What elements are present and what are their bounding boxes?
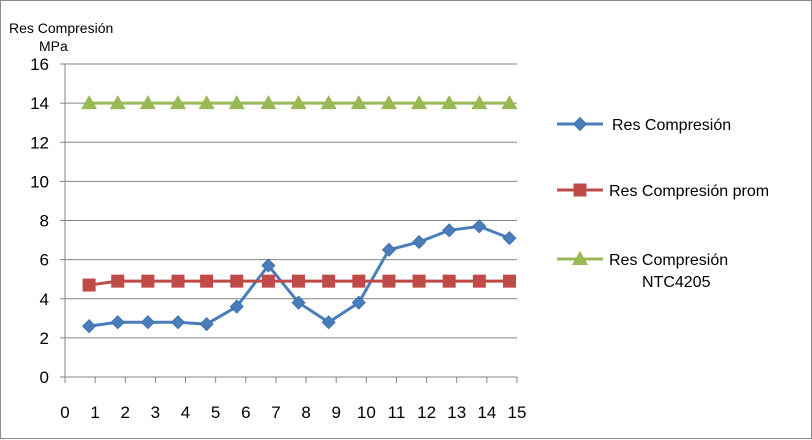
legend-item-0: Res Compresión	[557, 116, 731, 134]
x-tick-label: 12	[417, 403, 436, 422]
y-tick-label: 4	[40, 290, 49, 309]
data-point	[472, 274, 486, 288]
y-tick-label: 16	[30, 55, 49, 74]
data-point	[110, 315, 125, 330]
data-point	[82, 319, 97, 334]
data-point	[260, 95, 277, 110]
data-point	[290, 95, 307, 110]
data-point	[321, 315, 336, 330]
data-point	[471, 95, 488, 110]
data-point	[200, 274, 214, 288]
data-point	[230, 274, 244, 288]
y-tick-label: 12	[30, 133, 49, 152]
x-tick-label: 1	[90, 403, 99, 422]
data-point	[441, 95, 458, 110]
y-tick-label: 0	[40, 368, 49, 387]
y-tick-label: 2	[40, 329, 49, 348]
legend-label: NTC4205	[642, 274, 711, 291]
data-point	[261, 258, 276, 273]
x-tick-label: 15	[508, 403, 527, 422]
series-group	[81, 95, 518, 334]
data-point	[320, 95, 337, 110]
x-tick-label: 2	[121, 403, 130, 422]
data-point	[261, 274, 275, 288]
data-point	[139, 95, 156, 110]
x-tick-label: 4	[181, 403, 190, 422]
data-point	[109, 95, 126, 110]
data-point	[322, 274, 336, 288]
x-tick-label: 7	[271, 403, 280, 422]
x-tick-label: 11	[388, 403, 406, 422]
data-point	[199, 317, 214, 332]
x-tick-label: 6	[241, 403, 250, 422]
legend-marker	[572, 116, 588, 132]
data-point	[382, 274, 396, 288]
x-tick-label: 0	[60, 403, 69, 422]
y-tick-label: 8	[40, 212, 49, 231]
series-1	[82, 274, 516, 292]
legend-label: Res Compresión prom	[609, 183, 769, 200]
legend-item-2: Res Compresión NTC4205	[557, 251, 728, 291]
data-point	[501, 95, 518, 110]
x-tick-label: 5	[211, 403, 220, 422]
data-point	[442, 223, 457, 238]
data-point	[412, 234, 427, 250]
legend: Res Compresión Res Compresión prom Res Com…	[557, 116, 769, 291]
data-point	[140, 315, 155, 330]
data-point	[442, 274, 456, 288]
data-point	[229, 299, 244, 314]
data-point	[380, 95, 397, 110]
data-point	[472, 219, 487, 234]
data-point	[352, 274, 366, 288]
data-point	[411, 95, 428, 110]
series-2	[81, 95, 518, 110]
data-point	[170, 315, 186, 330]
series-0	[82, 219, 517, 334]
y-tick-label: 6	[40, 251, 49, 270]
x-tick-label: 10	[357, 403, 376, 422]
data-point	[350, 95, 367, 110]
data-point	[82, 278, 96, 292]
data-point	[198, 95, 215, 110]
data-point	[291, 295, 306, 310]
legend-label: Res Compresión	[612, 117, 731, 134]
x-tick-label: 3	[151, 403, 160, 422]
x-tick-label: 14	[477, 403, 496, 422]
x-tick-label: 8	[301, 403, 310, 422]
legend-label: Res Compresión	[609, 252, 728, 269]
y-tick-label: 10	[30, 172, 49, 191]
data-point	[351, 295, 366, 310]
y-tick-label: 14	[30, 94, 49, 113]
data-point	[141, 274, 155, 288]
data-point	[292, 274, 306, 288]
x-tick-label: 9	[331, 403, 340, 422]
data-point	[171, 274, 185, 288]
data-point	[412, 274, 426, 288]
x-tick-label: 13	[447, 403, 466, 422]
data-point	[228, 95, 245, 110]
data-point	[502, 231, 517, 246]
data-point	[381, 242, 396, 257]
legend-item-1: Res Compresión prom	[557, 183, 769, 200]
y-axis-title-line1: Res Compresión	[9, 20, 113, 36]
data-point	[170, 95, 186, 110]
y-axis-title-line2: MPa	[39, 38, 68, 54]
data-point	[81, 95, 98, 110]
data-point	[502, 274, 516, 288]
legend-marker	[573, 183, 587, 197]
legend-marker	[572, 251, 588, 265]
data-point	[111, 274, 125, 288]
